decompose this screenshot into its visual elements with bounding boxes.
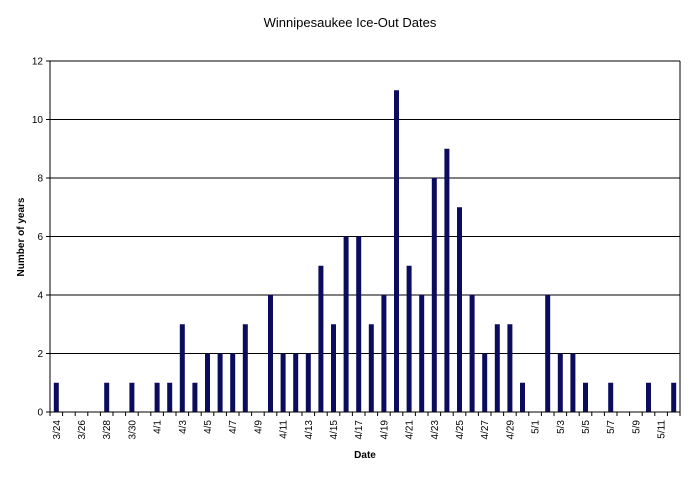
bar: [242, 324, 248, 412]
gridlines: [50, 60, 680, 354]
bar: [205, 353, 210, 412]
x-tick-label: 4/11: [279, 420, 290, 439]
bar: [394, 90, 399, 412]
bar: [507, 324, 513, 412]
bar: [154, 382, 160, 412]
bar: [280, 353, 286, 412]
x-tick-label: 5/11: [657, 420, 668, 439]
x-tick-label: 4/5: [203, 420, 214, 434]
bar: [431, 178, 437, 412]
bar: [381, 295, 387, 412]
bar: [167, 382, 173, 412]
y-tick-label: 12: [32, 57, 44, 68]
y-tick-label: 6: [37, 232, 43, 243]
bar: [646, 382, 651, 412]
x-tick-label: 5/5: [581, 420, 592, 434]
bar: [520, 382, 525, 412]
bar: [406, 265, 412, 412]
bar: [293, 353, 299, 412]
y-tick-labels: 0 2 4 6 8 10 12: [32, 57, 44, 419]
bars: [53, 90, 677, 412]
bar: [343, 236, 349, 412]
bar: [268, 295, 273, 412]
bar: [419, 295, 425, 412]
bar: [305, 353, 311, 412]
bar: [318, 265, 324, 412]
bar: [230, 353, 236, 412]
x-tick-label: 4/7: [228, 420, 239, 434]
y-tick-label: 8: [37, 174, 43, 185]
x-tick-label: 4/15: [329, 420, 340, 440]
bar: [331, 324, 336, 412]
x-tick-label: 4/17: [354, 420, 365, 440]
x-tick-label: 3/26: [77, 420, 88, 440]
bar: [53, 382, 59, 412]
x-tick-label: 4/9: [253, 420, 264, 434]
bar: [356, 236, 362, 412]
bar: [368, 324, 374, 412]
bar: [570, 353, 576, 412]
x-tick-label: 5/7: [606, 420, 617, 434]
bar: [557, 353, 563, 412]
x-tick-label: 4/13: [304, 420, 315, 440]
x-tick-labels: 3/24 3/26 3/28 3/30 4/1 4/3 4/5 4/7 4/9 4/11 4/13 4…: [52, 420, 668, 440]
y-tick-label: 2: [37, 349, 43, 360]
x-tick-label: 3/24: [52, 420, 63, 440]
x-tick-label: 3/30: [127, 420, 138, 440]
bar: [608, 382, 614, 412]
bar: [671, 382, 677, 412]
x-tick-label: 5/9: [631, 420, 642, 434]
bar: [482, 353, 488, 412]
bar: [444, 148, 450, 412]
x-tick-label: 4/19: [379, 420, 390, 440]
x-tick-label: 4/23: [430, 420, 441, 440]
bar: [192, 382, 198, 412]
chart-title: Winnipesaukee Ice-Out Dates: [264, 15, 437, 30]
bar: [457, 207, 462, 412]
x-tick-label: 4/25: [455, 420, 466, 440]
bar: [104, 382, 110, 412]
bar: [129, 382, 135, 412]
x-tick-label: 5/3: [556, 420, 567, 434]
y-tick-label: 0: [37, 408, 43, 419]
bar: [179, 324, 185, 412]
x-tick-label: 4/3: [178, 420, 189, 434]
bar: [494, 324, 500, 412]
x-axis-title: Date: [354, 450, 376, 461]
y-tick-label: 4: [37, 291, 43, 302]
bar: [545, 295, 551, 412]
x-tick-label: 4/29: [505, 420, 516, 440]
x-tick-label: 4/21: [405, 420, 416, 440]
x-tick-label: 4/27: [480, 420, 491, 440]
bar: [583, 382, 588, 412]
bar: [217, 353, 223, 412]
x-tick-label: 4/1: [153, 420, 164, 434]
axes: [46, 60, 681, 416]
x-tick-label: 5/1: [531, 420, 542, 434]
y-tick-label: 10: [32, 115, 44, 126]
bar: [469, 295, 475, 412]
x-tick-label: 3/28: [102, 420, 113, 440]
y-axis-title: Number of years: [16, 197, 27, 276]
